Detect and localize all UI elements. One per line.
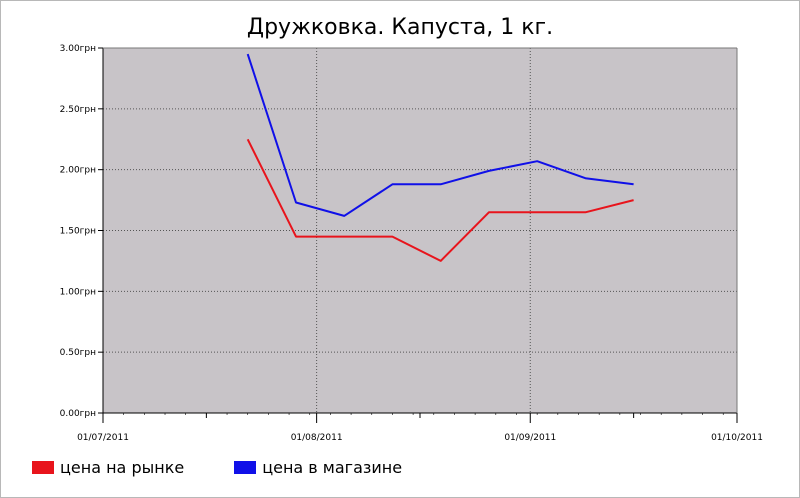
- x-tick-label: 01/08/2011: [291, 433, 343, 443]
- x-tick-label: 01/10/2011: [711, 433, 763, 443]
- legend-swatch-store: [234, 461, 257, 474]
- chart-title: Дружковка. Капуста, 1 кг.: [247, 15, 553, 40]
- legend: цена на рынке цена в магазине: [32, 458, 402, 477]
- x-tick-label: 01/09/2011: [504, 433, 556, 443]
- legend-item-store: цена в магазине: [234, 458, 402, 477]
- series-line-0: [246, 138, 634, 262]
- y-tick-label: 0.50грн: [60, 348, 96, 358]
- axes: 0.00грн 0.50грн 1.00грн 1.50грн 2.00грн 2.50г…: [60, 44, 763, 443]
- series-line-1: [246, 53, 634, 217]
- y-tick-label: 3.00грн: [60, 44, 96, 54]
- legend-label-market: цена на рынке: [60, 458, 185, 477]
- y-tick-label: 2.00грн: [60, 166, 96, 176]
- y-tick-label: 0.00грн: [60, 409, 96, 419]
- legend-item-market: цена на рынке: [32, 458, 184, 477]
- series-lines: [246, 53, 634, 262]
- plot-area: [103, 48, 737, 413]
- x-tick-label: 01/07/2011: [77, 433, 129, 443]
- legend-label-store: цена в магазине: [262, 458, 403, 477]
- legend-swatch-market: [32, 461, 54, 474]
- y-tick-label: 1.00грн: [60, 287, 96, 297]
- y-tick-label: 2.50грн: [60, 105, 96, 115]
- y-tick-label: 1.50грн: [60, 227, 96, 237]
